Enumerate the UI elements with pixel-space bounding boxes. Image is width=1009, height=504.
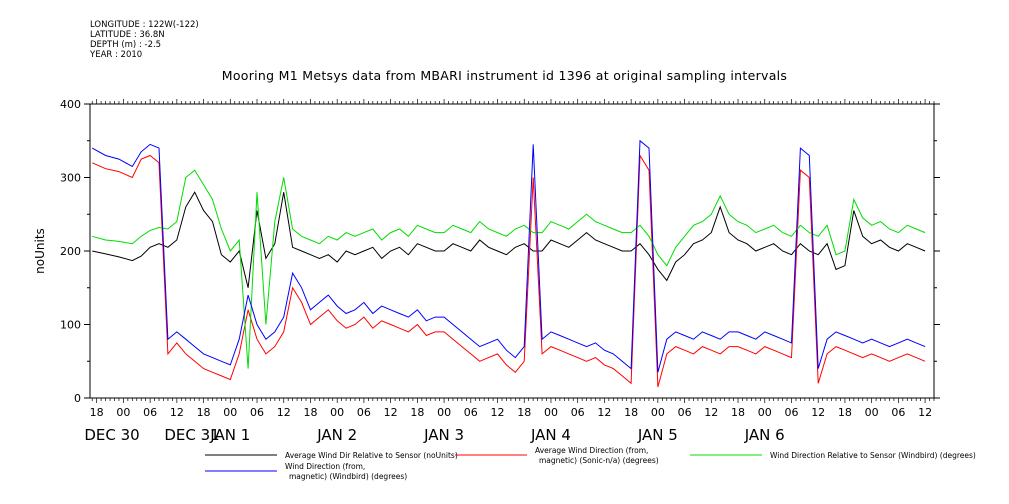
x-tick-label: 06	[784, 406, 798, 419]
legend-label-2-line2: magnetic) (Sonic-n/a) (degrees)	[539, 456, 659, 465]
longitude-label: LONGITUDE : 122W(-122)	[90, 20, 199, 30]
x-tick-label: 18	[197, 406, 211, 419]
x-tick-label: 18	[90, 406, 104, 419]
series-line-3	[92, 169, 926, 369]
y-tick-label: 300	[60, 172, 81, 185]
legend-label-3: Wind Direction Relative to Sensor (Windb…	[770, 451, 976, 460]
legend-label-4: Wind Direction (from,	[285, 462, 365, 471]
chart-title: Mooring M1 Metsys data from MBARI instru…	[221, 68, 788, 83]
x-tick-label: 12	[491, 406, 505, 419]
x-tick-label: 06	[571, 406, 585, 419]
x-day-label: JAN 2	[316, 426, 357, 444]
x-tick-label: 06	[891, 406, 905, 419]
x-tick-label: 06	[357, 406, 371, 419]
x-tick-label: 12	[170, 406, 184, 419]
x-tick-label: 06	[464, 406, 478, 419]
x-tick-label: 00	[865, 406, 879, 419]
x-day-label: DEC 31	[164, 426, 219, 444]
x-tick-label: 00	[758, 406, 772, 419]
x-tick-label: 12	[704, 406, 718, 419]
x-day-label: JAN 4	[530, 426, 571, 444]
x-day-label: JAN 3	[423, 426, 464, 444]
x-tick-label: 18	[410, 406, 424, 419]
legend-label-4-line2: magnetic) (Windbird) (degrees)	[289, 472, 407, 481]
legend-label-1: Average Wind Dir Relative to Sensor (noU…	[285, 451, 458, 460]
x-tick-label: 06	[678, 406, 692, 419]
y-tick-label: 100	[60, 319, 81, 332]
x-tick-label: 06	[143, 406, 157, 419]
series-line-4	[91, 139, 926, 373]
x-tick-label: 12	[277, 406, 291, 419]
year-label: YEAR : 2010	[90, 50, 143, 60]
legend-label-2: Average Wind Direction (from,	[535, 446, 648, 455]
x-day-label: DEC 30	[84, 426, 139, 444]
x-tick-label: 12	[597, 406, 611, 419]
x-tick-label: 06	[250, 406, 264, 419]
depth-label: DEPTH (m) : -2.5	[90, 40, 162, 50]
metadata-block: LONGITUDE : 122W(-122) LATITUDE : 36.8N …	[90, 20, 199, 60]
x-tick-label: 12	[811, 406, 825, 419]
x-tick-label: 18	[838, 406, 852, 419]
x-day-label: JAN 5	[637, 426, 678, 444]
x-tick-label: 00	[544, 406, 558, 419]
x-tick-label: 12	[384, 406, 398, 419]
x-tick-label: 00	[437, 406, 451, 419]
x-tick-label: 00	[116, 406, 130, 419]
x-tick-label: 18	[624, 406, 638, 419]
y-tick-label: 0	[74, 392, 81, 405]
x-tick-label: 18	[517, 406, 531, 419]
x-tick-label: 00	[330, 406, 344, 419]
plot-frame	[89, 103, 935, 399]
latitude-label: LATITUDE : 36.8N	[90, 30, 165, 40]
x-day-label: JAN 1	[209, 426, 250, 444]
x-tick-label: 18	[303, 406, 317, 419]
x-tick-label: 00	[651, 406, 665, 419]
y-tick-label: 200	[60, 245, 81, 258]
x-tick-label: 00	[223, 406, 237, 419]
x-tick-label: 18	[731, 406, 745, 419]
series-line-2	[91, 153, 926, 388]
x-tick-label: 12	[918, 406, 932, 419]
y-axis-label: noUnits	[33, 228, 47, 274]
series-line-1	[92, 191, 926, 288]
x-day-label: JAN 6	[744, 426, 785, 444]
y-tick-label: 400	[60, 98, 81, 111]
